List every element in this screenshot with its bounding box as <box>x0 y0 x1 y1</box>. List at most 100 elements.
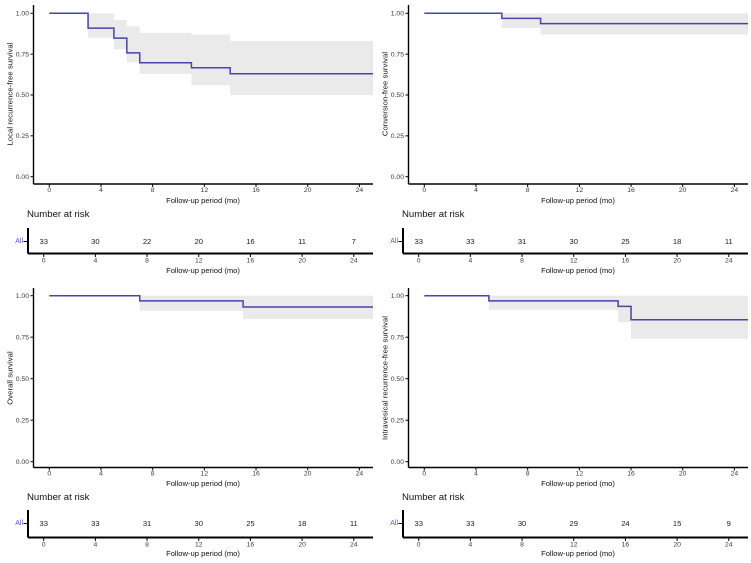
risk-x-tick-label: 8 <box>145 258 149 265</box>
risk-count: 33 <box>39 237 47 246</box>
risk-group-label: All <box>15 520 23 527</box>
x-tick-label: 8 <box>526 471 530 478</box>
conversion-free-survival-plot: 0.00 0.25 0.50 0.75 1.00 0 4 8 12 16 20 24 33 0 33 4 31 8… <box>391 5 748 265</box>
x-axis-title: Follow-up period (mo) <box>541 196 615 205</box>
risk-table-heading: Number at risk <box>402 492 465 503</box>
x-tick-label: 8 <box>526 187 530 194</box>
y-tick-label: 0.50 <box>391 92 404 99</box>
survival-curve <box>49 294 373 308</box>
risk-group-label: All <box>15 238 23 245</box>
y-axis-title: Local recurrence-free survival <box>5 42 15 146</box>
local-recurrence-free-survival-plot: 0.00 0.25 0.50 0.75 1.00 0 4 8 12 16 20 24 33 0 30 4 22 8… <box>16 5 373 265</box>
risk-x-tick-label: 4 <box>468 258 472 265</box>
x-tick-label: 20 <box>679 187 687 194</box>
risk-x-axis-title: Follow-up period (mo) <box>541 548 615 558</box>
x-tick-label: 16 <box>252 471 260 478</box>
x-axis-title: Follow-up period (mo) <box>541 478 615 488</box>
risk-x-tick-label: 24 <box>350 542 358 549</box>
survival-curve <box>424 12 748 25</box>
risk-x-tick-label: 12 <box>195 542 203 549</box>
y-tick-label: 0.00 <box>391 459 404 466</box>
risk-x-tick-label: 12 <box>570 542 578 549</box>
y-axis-title: Conversion-free survival <box>380 51 390 137</box>
y-tick-label: 0.00 <box>391 174 404 181</box>
risk-count: 30 <box>195 519 203 528</box>
risk-table-heading: Number at risk <box>402 209 465 220</box>
risk-x-tick-label: 16 <box>247 542 255 549</box>
x-tick-label: 20 <box>304 187 312 194</box>
risk-table: 33 0 30 4 22 8 20 12 16 16 11 20 7 24 <box>23 228 373 265</box>
chart-axes <box>405 288 748 471</box>
x-tick-label: 24 <box>356 471 364 478</box>
panel-conversion-free-survival: 0.00 0.25 0.50 0.75 1.00 0 4 8 12 16 20 24 33 0 33 4 31 8… <box>375 0 751 288</box>
y-tick-label: 0.00 <box>16 459 29 466</box>
x-tick-label: 4 <box>99 471 103 478</box>
risk-x-tick-label: 4 <box>468 542 472 549</box>
y-axis-title: Intravesical recurrence-free survival <box>380 316 390 440</box>
risk-count: 20 <box>195 237 203 246</box>
y-tick-label: 1.00 <box>16 293 29 300</box>
x-tick-label: 12 <box>576 471 584 478</box>
y-tick-label: 0.50 <box>16 92 29 99</box>
risk-count: 30 <box>570 237 578 246</box>
risk-count: 24 <box>621 519 629 528</box>
risk-table: 33 0 33 4 31 8 30 12 25 16 18 20 11 24 <box>23 510 373 549</box>
y-tick-label: 1.00 <box>391 293 404 300</box>
risk-count: 18 <box>673 237 681 246</box>
panel-intravesical-recurrence-free-survival: 0.00 0.25 0.50 0.75 1.00 0 4 8 12 16 20 24 33 0 33 4 30 8… <box>375 288 751 563</box>
risk-count: 22 <box>143 237 151 246</box>
risk-x-tick-label: 20 <box>673 542 681 549</box>
x-tick-label: 16 <box>252 187 260 194</box>
risk-count: 15 <box>673 519 681 528</box>
x-tick-label: 0 <box>47 187 51 194</box>
risk-count: 7 <box>352 237 356 246</box>
x-tick-label: 4 <box>474 187 478 194</box>
risk-x-tick-label: 12 <box>195 258 203 265</box>
risk-count: 33 <box>466 519 474 528</box>
x-tick-label: 20 <box>304 471 312 478</box>
y-tick-label: 0.25 <box>16 133 29 140</box>
risk-x-tick-label: 16 <box>622 542 630 549</box>
risk-group-label: All <box>390 238 398 245</box>
risk-count: 33 <box>39 519 47 528</box>
y-tick-label: 0.75 <box>16 334 29 341</box>
x-tick-label: 12 <box>576 187 584 194</box>
risk-x-axis-title: Follow-up period (mo) <box>541 266 615 275</box>
x-tick-label: 0 <box>47 471 51 478</box>
risk-x-tick-label: 0 <box>417 542 421 549</box>
x-tick-label: 8 <box>151 187 155 194</box>
risk-x-tick-label: 20 <box>298 258 306 265</box>
intravesical-recurrence-free-survival-plot: 0.00 0.25 0.50 0.75 1.00 0 4 8 12 16 20 24 33 0 33 4 30 8… <box>391 288 748 549</box>
x-tick-label: 24 <box>731 471 739 478</box>
confidence-band <box>88 13 373 95</box>
risk-count: 33 <box>91 519 99 528</box>
confidence-band <box>488 295 748 339</box>
x-tick-label: 12 <box>201 187 209 194</box>
risk-x-tick-label: 8 <box>520 258 524 265</box>
risk-count: 18 <box>298 519 306 528</box>
risk-x-axis-title: Follow-up period (mo) <box>166 548 240 558</box>
y-tick-label: 0.75 <box>391 51 404 58</box>
risk-table-heading: Number at risk <box>27 492 90 503</box>
y-tick-label: 0.00 <box>16 174 29 181</box>
y-tick-label: 1.00 <box>16 10 29 17</box>
risk-count: 11 <box>725 237 733 246</box>
risk-x-tick-label: 0 <box>42 542 46 549</box>
x-tick-label: 16 <box>627 471 635 478</box>
x-tick-label: 0 <box>422 471 426 478</box>
risk-count: 31 <box>143 519 151 528</box>
risk-x-tick-label: 4 <box>93 258 97 265</box>
x-tick-label: 20 <box>679 471 687 478</box>
risk-x-tick-label: 16 <box>622 258 630 265</box>
risk-x-tick-label: 8 <box>145 542 149 549</box>
risk-table: 33 0 33 4 30 8 29 12 24 16 15 20 9 24 <box>398 510 748 549</box>
risk-x-tick-label: 0 <box>417 258 421 265</box>
risk-count: 25 <box>246 519 254 528</box>
y-tick-label: 0.75 <box>16 51 29 58</box>
risk-x-tick-label: 4 <box>93 542 97 549</box>
risk-count: 11 <box>298 237 306 246</box>
risk-group-label: All <box>390 520 398 527</box>
risk-count: 9 <box>727 519 731 528</box>
survival-curve <box>424 294 748 321</box>
